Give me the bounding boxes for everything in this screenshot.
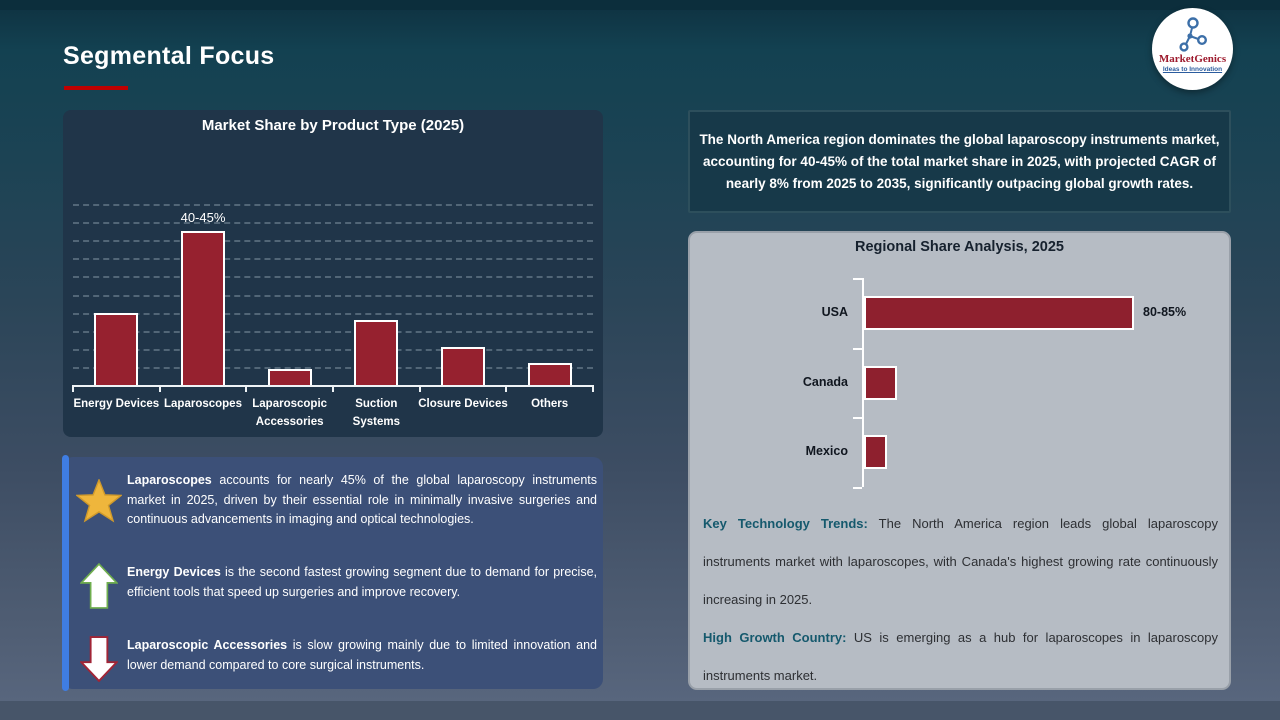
x-axis-tick <box>158 385 161 392</box>
y-axis-tick <box>853 347 862 350</box>
footer-strip <box>0 701 1280 720</box>
up-arrow-icon <box>71 563 127 609</box>
bar-others <box>527 363 572 385</box>
bar-laparoscopic-accessories <box>267 368 312 385</box>
x-axis-tick <box>332 385 334 392</box>
gridline <box>73 294 593 297</box>
bar-canada <box>864 365 897 400</box>
note-lead: High Growth Country: <box>703 630 847 645</box>
gridline <box>73 222 593 225</box>
top-strip <box>0 0 1280 10</box>
y-axis-tick <box>853 278 862 280</box>
x-axis-tick <box>418 385 421 392</box>
axis-category-label: Others <box>531 398 569 410</box>
axis-category-label: Mexico <box>805 444 848 459</box>
axis-category-label: Laparoscopic Accessories <box>252 398 328 428</box>
note-body: The North America region leads global la… <box>703 516 1218 607</box>
product-share-bar-chart: Energy Devices 40-45% Laparoscopes Laparosc… <box>63 110 603 437</box>
gridline <box>73 312 593 315</box>
callout-text: The North America region dominates the g… <box>699 131 1220 191</box>
bar-energy-devices <box>94 312 139 385</box>
bar-mexico <box>864 435 887 470</box>
axis-category-label: Energy Devices <box>73 398 160 410</box>
insight-lead: Laparoscopic Accessories <box>127 638 288 652</box>
gridline <box>73 276 593 279</box>
y-axis-line <box>862 278 864 487</box>
bar-usa <box>864 295 1134 330</box>
bar-data-label: 80-85% <box>1143 304 1187 319</box>
axis-category-label: Closure Devices <box>418 398 508 410</box>
insights-panel: Laparoscopes accounts for nearly 45% of … <box>62 455 603 691</box>
insight-body: is slow growing mainly due to limited in… <box>127 638 597 672</box>
x-axis-tick <box>72 385 74 392</box>
gridline <box>73 366 593 369</box>
x-axis-tick <box>505 385 508 392</box>
axis-category-label: Laparoscopes <box>164 398 242 410</box>
insight-text: Laparoscopic Accessories is slow growing… <box>127 636 597 682</box>
y-axis-tick <box>853 417 862 420</box>
north-america-callout-box: The North America region dominates the g… <box>688 110 1231 213</box>
insight-energy-devices: Energy Devices is the second fastest gro… <box>71 563 597 609</box>
regional-chart-title: Regional Share Analysis, 2025 <box>854 239 1064 255</box>
note-high-growth-country: High Growth Country: US is emerging as a… <box>703 619 1218 695</box>
note-key-technology-trends: Key Technology Trends: The North America… <box>703 505 1218 619</box>
down-arrow-icon <box>71 636 127 682</box>
insight-body: is the second fastest growing segment du… <box>127 565 597 599</box>
bar-suction-systems <box>354 319 399 385</box>
star-icon <box>71 471 127 530</box>
x-axis-tick <box>592 385 594 392</box>
axis-category-label: Canada <box>802 374 848 389</box>
insights-accent-bar <box>62 455 69 691</box>
insight-laparoscopes: Laparoscopes accounts for nearly 45% of … <box>71 471 597 530</box>
gridline <box>73 204 593 206</box>
gridline <box>73 348 593 351</box>
axis-category-label: Suction Systems <box>352 398 400 428</box>
x-axis-tick <box>245 385 248 392</box>
product-chart-title: Market Share by Product Type (2025) <box>201 117 465 134</box>
company-logo: MarketGenics Ideas to Innovation <box>1152 8 1233 90</box>
note-lead: Key Technology Trends: <box>703 516 868 531</box>
insight-body: accounts for nearly 45% of the global la… <box>127 473 597 526</box>
y-axis-tick <box>853 487 862 489</box>
page-title: Segmental Focus <box>63 42 275 70</box>
gridline <box>73 330 593 333</box>
product-share-chart-panel: Market Share by Product Type (2025) Ener… <box>63 110 603 437</box>
logo-brand-text: MarketGenics <box>1158 53 1227 65</box>
insight-lead: Laparoscopes <box>127 473 212 487</box>
note-body: US is emerging as a hub for laparoscopes… <box>703 630 1219 683</box>
title-underline <box>64 86 128 90</box>
bar-data-label: 40-45% <box>180 210 226 226</box>
bar-closure-devices <box>441 346 485 385</box>
gridline <box>73 240 593 243</box>
insight-text: Energy Devices is the second fastest gro… <box>127 563 597 609</box>
insight-laparoscopic-accessories: Laparoscopic Accessories is slow growing… <box>71 636 597 682</box>
regional-share-bar-chart: USA 80-85% Canada Mexico <box>690 233 1229 688</box>
axis-category-label: USA <box>821 304 848 319</box>
insight-text: Laparoscopes accounts for nearly 45% of … <box>127 471 597 530</box>
insight-lead: Energy Devices <box>127 565 221 579</box>
gridline <box>73 258 593 261</box>
regional-notes: Key Technology Trends: The North America… <box>703 505 1218 695</box>
bar-laparoscopes <box>181 231 225 385</box>
molecule-icon <box>1178 17 1207 52</box>
logo-tagline-text: Ideas to Innovation <box>1162 66 1223 73</box>
regional-share-panel: Regional Share Analysis, 2025 USA 80-85% C… <box>688 231 1231 690</box>
